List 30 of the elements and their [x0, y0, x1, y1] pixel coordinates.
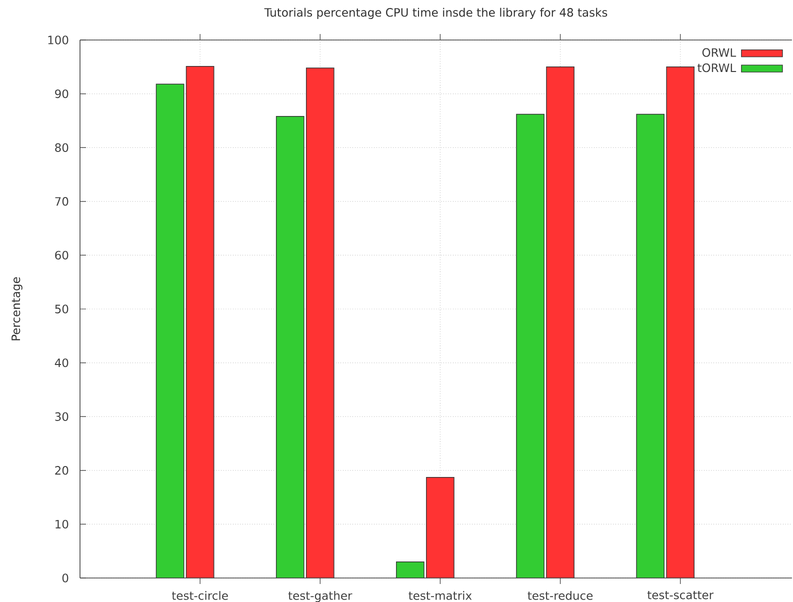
legend-label: ORWL [702, 48, 736, 57]
bar [426, 477, 454, 578]
y-tick-label: 60 [55, 250, 68, 260]
y-tick-label: 80 [55, 143, 68, 152]
bar [186, 66, 214, 578]
y-tick-label: 0 [62, 574, 68, 582]
y-tick-label: 100 [48, 36, 68, 44]
y-tick-label: 90 [55, 89, 68, 98]
x-tick-label: test-circle [172, 591, 228, 600]
y-tick-label: 10 [56, 520, 68, 529]
y-axis-title: Percentage [12, 277, 22, 340]
bar [156, 84, 184, 578]
x-tick-label: test-scatter [647, 591, 714, 600]
y-tick-label: 20 [55, 466, 68, 475]
bar [306, 68, 334, 578]
y-tick-label: 50 [55, 304, 68, 314]
y-tick-label: 30 [55, 412, 68, 421]
bar [636, 114, 664, 578]
bar [276, 116, 304, 578]
y-tick-label: 40 [54, 358, 68, 368]
bar [546, 66, 574, 578]
bar [396, 562, 424, 578]
legend-label: tORWL [698, 63, 736, 72]
x-tick-label: test-gather [288, 591, 352, 602]
y-tick-label: 70 [55, 197, 68, 206]
bar [666, 66, 694, 578]
x-tick-label: test-reduce [528, 591, 593, 600]
bar [516, 114, 544, 578]
chart-title: Tutorials percentage CPU time insde the library for 48 tasks [264, 8, 608, 19]
x-tick-label: test-matrix [408, 591, 472, 600]
